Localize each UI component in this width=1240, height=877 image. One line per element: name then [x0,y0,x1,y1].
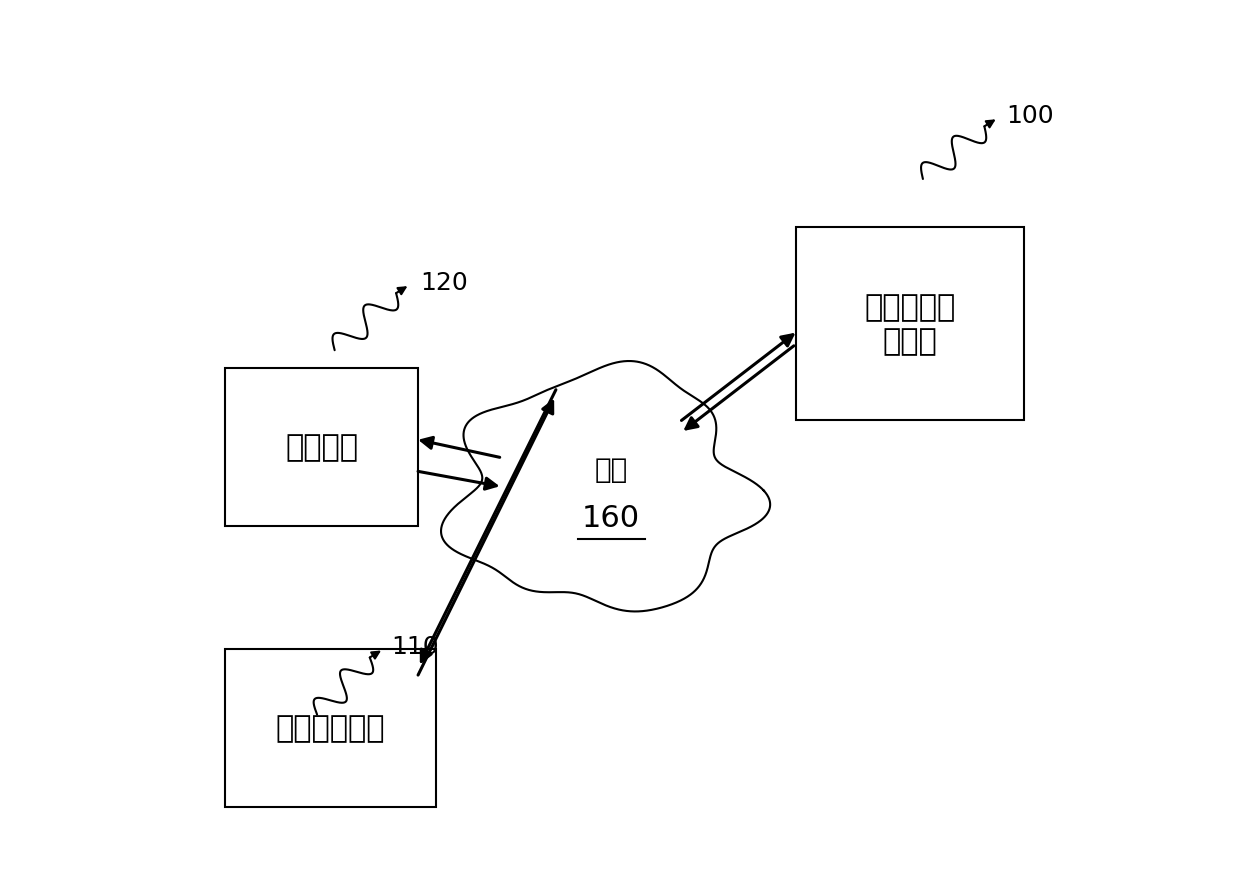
FancyBboxPatch shape [224,649,435,807]
Polygon shape [441,361,770,612]
Text: 网络: 网络 [595,455,627,483]
Text: 100: 100 [1007,103,1054,128]
FancyBboxPatch shape [796,228,1024,421]
Text: 校正数据计
算装置: 校正数据计 算装置 [864,293,955,356]
Text: 110: 110 [392,634,439,659]
FancyBboxPatch shape [224,368,418,526]
Text: 120: 120 [420,270,467,295]
Text: 雷达系统: 雷达系统 [285,432,358,462]
Text: 160: 160 [582,503,640,532]
Text: 光学观测系统: 光学观测系统 [275,713,384,743]
